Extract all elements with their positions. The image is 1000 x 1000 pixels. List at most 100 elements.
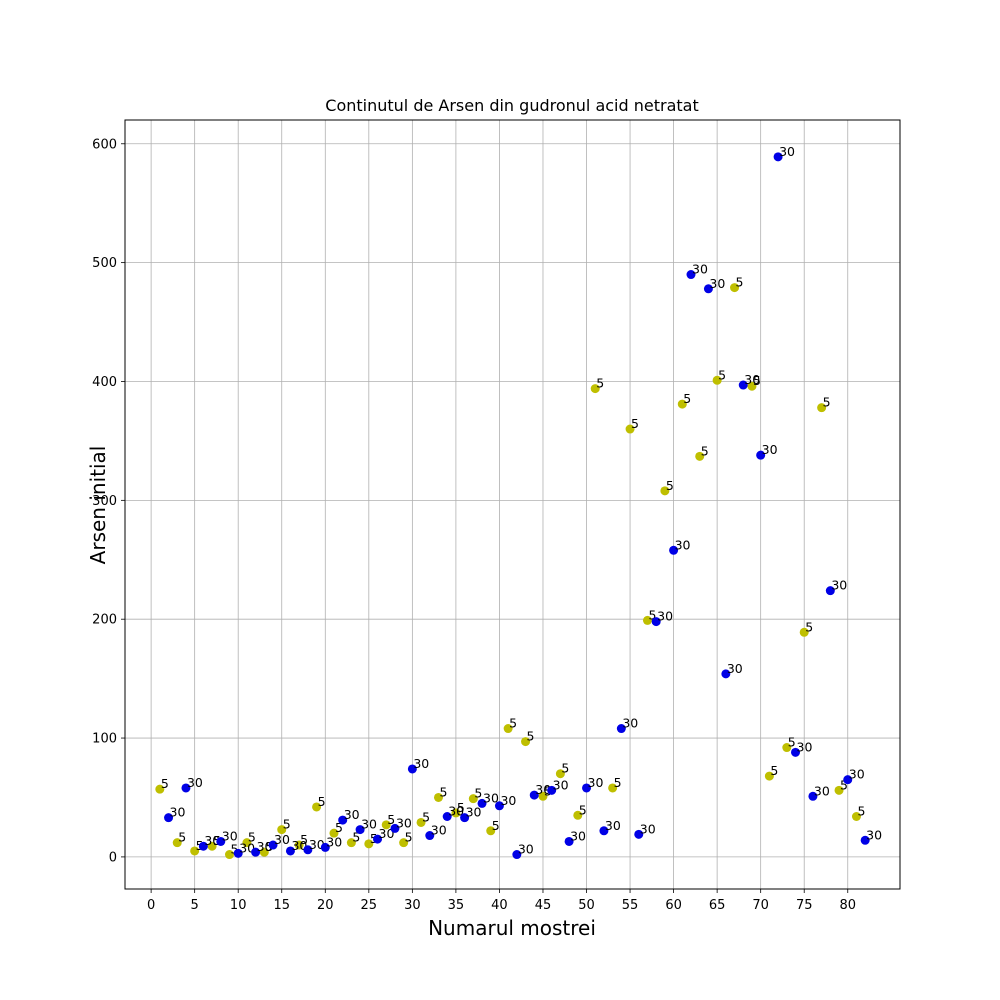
- data-label: 5: [631, 416, 639, 431]
- data-point: [764, 771, 774, 781]
- data-point: [477, 798, 487, 808]
- data-point: [738, 380, 748, 390]
- data-label: 5: [527, 729, 535, 744]
- data-label: 30: [692, 262, 708, 277]
- data-point: [660, 486, 670, 496]
- data-label: 30: [170, 805, 186, 820]
- data-label: 30: [431, 823, 447, 838]
- data-label: 5: [300, 832, 308, 847]
- data-point: [312, 802, 322, 812]
- data-label: 30: [379, 826, 395, 841]
- data-label: 5: [248, 830, 256, 845]
- data-point: [547, 785, 557, 795]
- data-point: [486, 826, 496, 836]
- data-point: [590, 384, 600, 394]
- data-point: [277, 825, 287, 835]
- data-point: [251, 847, 261, 857]
- data-point: [721, 669, 731, 679]
- data-label: 30: [797, 739, 813, 754]
- x-tick-label: 15: [273, 898, 290, 913]
- data-label: 5: [561, 761, 569, 776]
- data-label: 5: [805, 619, 813, 634]
- data-label: 5: [439, 784, 447, 799]
- data-label: 30: [831, 578, 847, 593]
- data-point: [155, 784, 165, 794]
- data-point: [712, 375, 722, 385]
- data-label: 5: [770, 763, 778, 778]
- data-label: 5: [161, 776, 169, 791]
- data-label: 5: [422, 809, 430, 824]
- data-label: 30: [257, 839, 273, 854]
- data-point: [799, 627, 809, 637]
- x-axis-ticks: 0 5 10 15 20 25 30 35 40 45 50 55 60 65 70 75 80: [147, 889, 856, 913]
- data-label: 30: [535, 782, 551, 797]
- x-tick-label: 55: [622, 898, 639, 913]
- data-label: 5: [492, 818, 500, 833]
- data-point: [677, 399, 687, 409]
- data-point: [224, 850, 234, 860]
- data-point: [181, 783, 191, 793]
- data-point: [460, 813, 470, 823]
- data-point: [198, 841, 208, 851]
- data-label: 5: [857, 803, 865, 818]
- data-label: 5: [701, 443, 709, 458]
- data-point: [825, 586, 835, 596]
- data-point: [207, 841, 217, 851]
- data-point: [190, 846, 200, 856]
- data-point: [233, 848, 243, 858]
- data-label: 5: [736, 275, 744, 290]
- x-tick-label: 30: [404, 898, 421, 913]
- data-point: [329, 828, 339, 838]
- data-point: [573, 810, 583, 820]
- data-point: [791, 747, 801, 757]
- x-tick-label: 75: [796, 898, 813, 913]
- data-label: 30: [518, 842, 534, 857]
- x-tick-label: 35: [448, 898, 465, 913]
- data-label: 5: [335, 820, 343, 835]
- data-label: 30: [657, 609, 673, 624]
- data-point: [442, 811, 452, 821]
- data-label: 30: [448, 803, 464, 818]
- data-label: 30: [187, 775, 203, 790]
- data-point: [730, 283, 740, 293]
- data-label: 5: [788, 735, 796, 750]
- data-label: 5: [840, 777, 848, 792]
- data-point: [503, 724, 513, 734]
- data-label: 30: [204, 833, 220, 848]
- data-point: [364, 839, 374, 849]
- data-label: 5: [579, 802, 587, 817]
- data-label: 30: [396, 815, 412, 830]
- data-point: [285, 846, 295, 856]
- data-label: 30: [779, 144, 795, 159]
- data-point: [268, 840, 278, 850]
- data-label: 30: [483, 790, 499, 805]
- data-label: 30: [622, 716, 638, 731]
- data-point: [433, 792, 443, 802]
- series-1: 5555555555555555555555555555555555555555…: [155, 275, 865, 860]
- data-label: 5: [823, 395, 831, 410]
- x-tick-label: 25: [361, 898, 378, 913]
- data-label: 30: [413, 756, 429, 771]
- y-axis-ticks: 0 100 200 300 400 500 600: [92, 137, 125, 865]
- data-label: 5: [614, 775, 622, 790]
- data-point: [642, 615, 652, 625]
- data-label: 5: [683, 391, 691, 406]
- x-tick-label: 20: [317, 898, 334, 913]
- data-label: 5: [405, 830, 413, 845]
- data-label: 30: [727, 661, 743, 676]
- x-tick-label: 45: [535, 898, 552, 913]
- data-point: [294, 840, 304, 850]
- data-point: [555, 769, 565, 779]
- data-point: [355, 825, 365, 835]
- data-label: 30: [675, 537, 691, 552]
- data-point: [399, 838, 409, 848]
- data-point: [651, 617, 661, 627]
- y-tick-label: 400: [92, 375, 117, 390]
- x-axis-title: Numarul mostrei: [428, 916, 596, 940]
- plot-frame: [124, 119, 901, 890]
- data-label: 5: [509, 716, 517, 731]
- data-point: [338, 815, 348, 825]
- data-point: [782, 743, 792, 753]
- data-point: [320, 842, 330, 852]
